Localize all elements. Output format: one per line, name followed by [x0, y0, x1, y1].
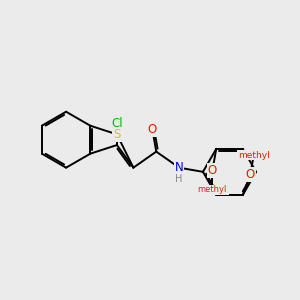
Text: methyl: methyl [198, 185, 227, 194]
Text: Cl: Cl [111, 117, 123, 130]
Text: O: O [246, 168, 255, 181]
Text: S: S [113, 128, 121, 141]
Text: O: O [208, 164, 217, 177]
Text: methyl: methyl [196, 185, 228, 194]
Text: methyl: methyl [238, 151, 270, 160]
Text: O: O [148, 123, 157, 136]
Text: N: N [175, 161, 184, 174]
Text: H: H [176, 174, 183, 184]
